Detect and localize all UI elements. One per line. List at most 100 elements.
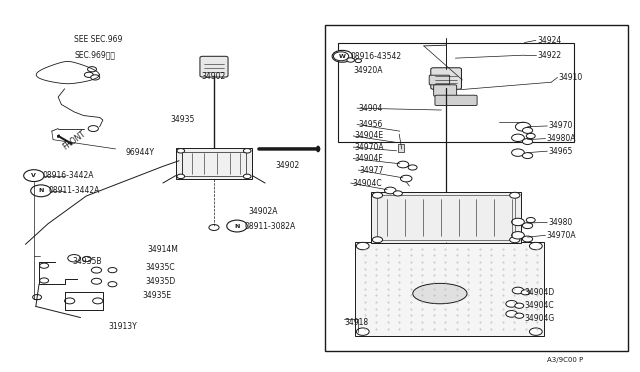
Text: 34977: 34977	[360, 166, 384, 174]
Circle shape	[355, 59, 362, 62]
Text: 34920A: 34920A	[353, 66, 383, 75]
Text: W: W	[339, 54, 346, 59]
Text: 34980: 34980	[548, 218, 573, 227]
Circle shape	[408, 165, 417, 170]
Circle shape	[68, 254, 81, 262]
Circle shape	[522, 138, 532, 144]
Ellipse shape	[413, 283, 467, 304]
Text: 34965: 34965	[548, 147, 573, 155]
Circle shape	[108, 282, 117, 287]
Text: 34970A: 34970A	[355, 142, 384, 151]
Circle shape	[33, 295, 42, 300]
Circle shape	[509, 237, 520, 243]
Text: 34922: 34922	[537, 51, 561, 60]
Circle shape	[511, 218, 524, 226]
Text: V: V	[31, 173, 36, 178]
Circle shape	[356, 242, 369, 250]
Bar	[398, 144, 404, 152]
Text: 34935E: 34935E	[143, 291, 172, 300]
Text: 08911-3082A: 08911-3082A	[244, 221, 296, 231]
Circle shape	[356, 328, 369, 335]
Circle shape	[522, 153, 532, 158]
Circle shape	[88, 126, 99, 132]
FancyBboxPatch shape	[431, 68, 461, 89]
Text: SEC.969参照: SEC.969参照	[74, 50, 115, 59]
Text: 34904D: 34904D	[524, 288, 555, 297]
Circle shape	[522, 223, 532, 229]
FancyBboxPatch shape	[429, 75, 450, 85]
Circle shape	[92, 278, 102, 284]
Text: 08916-43542: 08916-43542	[351, 52, 402, 61]
Bar	[371, 192, 521, 243]
Circle shape	[177, 148, 184, 153]
Circle shape	[509, 192, 520, 198]
Circle shape	[177, 174, 184, 179]
FancyBboxPatch shape	[434, 85, 457, 96]
Text: FRONT: FRONT	[61, 129, 88, 152]
Circle shape	[84, 72, 93, 77]
Text: 34904C: 34904C	[352, 179, 381, 187]
Circle shape	[91, 75, 100, 80]
Text: SEE SEC.969: SEE SEC.969	[74, 35, 122, 44]
Text: 34904: 34904	[358, 104, 383, 113]
Circle shape	[526, 218, 535, 223]
Circle shape	[529, 328, 542, 335]
Text: 34956: 34956	[358, 120, 383, 129]
Circle shape	[24, 170, 44, 182]
Circle shape	[511, 232, 524, 239]
Circle shape	[515, 313, 524, 318]
Text: 34914M: 34914M	[148, 244, 179, 253]
Circle shape	[372, 192, 383, 198]
Text: 34902: 34902	[202, 72, 226, 81]
Text: 34935C: 34935C	[145, 263, 175, 272]
Circle shape	[243, 148, 251, 153]
Text: 34904E: 34904E	[355, 131, 383, 141]
Circle shape	[65, 298, 75, 304]
Circle shape	[347, 58, 355, 62]
Circle shape	[515, 122, 531, 131]
Text: 34918: 34918	[344, 318, 369, 327]
Text: 96944Y: 96944Y	[125, 148, 154, 157]
Bar	[355, 241, 543, 336]
FancyBboxPatch shape	[435, 95, 477, 106]
Circle shape	[332, 50, 353, 62]
Circle shape	[227, 220, 247, 232]
Circle shape	[209, 225, 219, 231]
Circle shape	[397, 161, 409, 168]
FancyBboxPatch shape	[200, 56, 228, 77]
Text: 34904G: 34904G	[524, 314, 555, 323]
Text: 34935: 34935	[170, 115, 195, 124]
Text: 34924: 34924	[537, 36, 561, 45]
Text: 31913Y: 31913Y	[108, 322, 137, 331]
Text: A3/9C00 P: A3/9C00 P	[547, 357, 583, 363]
Circle shape	[88, 67, 97, 72]
Bar	[182, 151, 246, 176]
Circle shape	[522, 128, 532, 134]
Circle shape	[506, 301, 517, 307]
Circle shape	[385, 187, 396, 194]
Circle shape	[526, 134, 535, 138]
Circle shape	[506, 311, 517, 317]
Text: 34935D: 34935D	[145, 277, 175, 286]
Circle shape	[83, 256, 92, 262]
Text: 34902A: 34902A	[248, 208, 278, 217]
Text: 34980A: 34980A	[547, 134, 576, 143]
Circle shape	[512, 287, 524, 294]
Circle shape	[243, 174, 251, 179]
Circle shape	[521, 290, 530, 295]
Circle shape	[93, 298, 103, 304]
Bar	[325, 25, 628, 351]
Text: 08911-3442A: 08911-3442A	[49, 186, 100, 195]
Bar	[175, 148, 252, 179]
Circle shape	[522, 236, 532, 242]
Text: 34935B: 34935B	[73, 257, 102, 266]
Circle shape	[511, 134, 524, 141]
Text: N: N	[234, 224, 239, 228]
Circle shape	[515, 303, 524, 308]
Text: 34970: 34970	[548, 122, 573, 131]
Text: N: N	[38, 188, 44, 193]
Circle shape	[511, 149, 524, 156]
Bar	[378, 195, 515, 240]
Text: 34904F: 34904F	[355, 154, 383, 163]
Bar	[338, 43, 574, 141]
